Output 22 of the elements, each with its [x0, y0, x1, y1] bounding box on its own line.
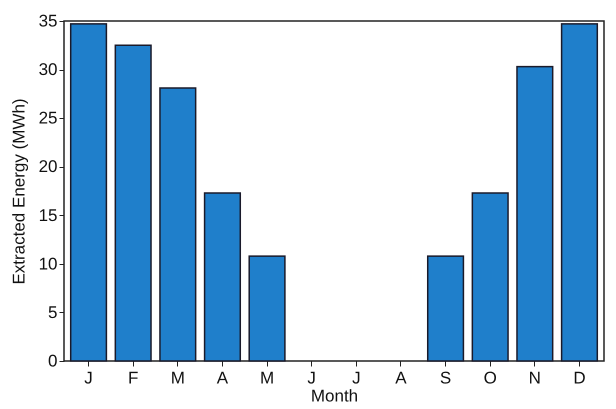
y-tick-label: 30 [38, 60, 58, 80]
x-tick-label: J [84, 368, 93, 388]
y-tick-label: 15 [38, 206, 58, 225]
y-tick-label: 25 [38, 108, 58, 128]
x-tick-label: A [395, 368, 408, 388]
x-tick-label: D [573, 368, 586, 388]
x-tick-label: J [307, 368, 316, 388]
y-tick-label: 5 [48, 302, 58, 322]
x-tick-label: S [440, 368, 452, 388]
x-tick-label: A [216, 368, 229, 388]
x-tick-label: N [528, 368, 541, 388]
x-tick-label: O [484, 368, 497, 388]
y-tick-label: 0 [48, 352, 58, 370]
y-tick-label: 35 [38, 12, 58, 30]
y-tick-label: 10 [38, 254, 58, 274]
x-axis-title: Month [310, 386, 358, 406]
y-tick-label: 20 [38, 157, 58, 176]
x-tick-label: M [260, 368, 274, 388]
x-tick-label: J [352, 368, 361, 388]
y-axis-title: Extracted Energy (MWh) [10, 98, 29, 285]
x-tick-label: F [128, 368, 138, 388]
x-tick-label: M [170, 368, 185, 388]
